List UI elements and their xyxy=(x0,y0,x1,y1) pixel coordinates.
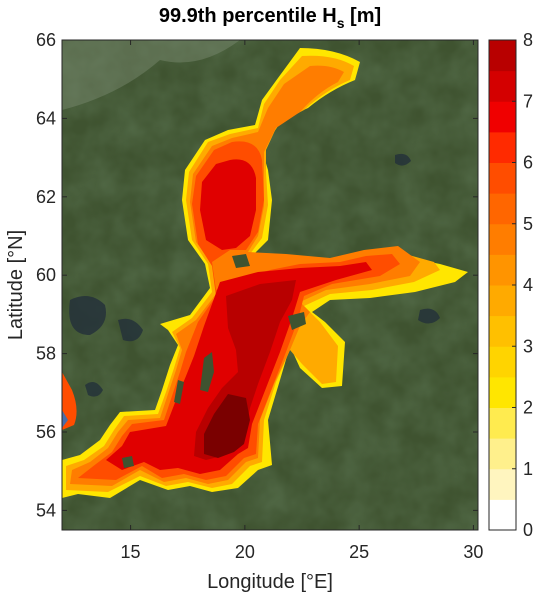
colorbar-segment xyxy=(489,40,516,72)
chart-title: 99.9th percentile Hs [m] xyxy=(159,5,381,31)
x-axis-ticks: 15 20 25 30 xyxy=(121,40,483,562)
colorbar-tick-label: 0 xyxy=(523,520,533,540)
y-tick-label: 58 xyxy=(36,344,56,364)
colorbar xyxy=(489,40,516,531)
plot-frame xyxy=(61,39,479,531)
colorbar-tick-label: 3 xyxy=(523,336,533,356)
colorbar-segment xyxy=(489,193,516,225)
colorbar-segment xyxy=(489,285,516,317)
colorbar-ticks: 0 1 2 3 4 5 6 7 8 xyxy=(512,30,533,540)
x-tick-label: 30 xyxy=(463,542,483,562)
lakes xyxy=(69,153,440,397)
colorbar-segment xyxy=(489,162,516,194)
x-tick-label: 15 xyxy=(121,542,141,562)
colorbar-segment xyxy=(489,376,516,408)
colorbar-segment xyxy=(489,468,516,500)
north-sea-edge xyxy=(62,410,68,428)
y-tick-label: 64 xyxy=(36,108,56,128)
colorbar-segment xyxy=(489,346,516,378)
colorbar-segment xyxy=(489,407,516,439)
colorbar-segment xyxy=(489,131,516,163)
colorbar-tick-label: 5 xyxy=(523,214,533,234)
colorbar-tick-label: 4 xyxy=(523,275,533,295)
y-tick-label: 66 xyxy=(36,30,56,50)
contour-level-8 xyxy=(204,394,250,458)
kattegat-water xyxy=(62,372,77,430)
colorbar-tick-label: 7 xyxy=(523,91,533,111)
gotland xyxy=(200,352,214,392)
x-axis-label: Longitude [°E] xyxy=(207,571,333,593)
mountains-shading xyxy=(62,40,240,110)
aland xyxy=(232,254,250,268)
y-tick-label: 60 xyxy=(36,265,56,285)
oland xyxy=(174,380,184,404)
y-tick-label: 62 xyxy=(36,187,56,207)
colorbar-segment xyxy=(489,70,516,102)
colorbar-segment xyxy=(489,101,516,133)
colorbar-segment xyxy=(489,499,516,531)
colorbar-tick-label: 6 xyxy=(523,153,533,173)
colorbar-tick-label: 8 xyxy=(523,30,533,50)
colorbar-tick-label: 1 xyxy=(523,459,533,479)
colorbar-segment xyxy=(489,315,516,347)
x-tick-label: 25 xyxy=(349,542,369,562)
saaremaa xyxy=(288,312,306,330)
bornholm xyxy=(122,456,134,468)
y-tick-label: 56 xyxy=(36,422,56,442)
plot-area xyxy=(62,40,478,530)
islands xyxy=(122,254,306,468)
colorbar-tick-label: 2 xyxy=(523,398,533,418)
colorbar-segment xyxy=(489,223,516,255)
sea-contours xyxy=(62,48,468,498)
colorbar-segment xyxy=(489,254,516,286)
colorbar-segment xyxy=(489,438,516,470)
x-tick-label: 20 xyxy=(235,542,255,562)
y-axis-label: Latitude [°N] xyxy=(5,230,27,340)
y-axis-ticks: 54 56 58 60 62 64 66 xyxy=(36,30,478,520)
y-tick-label: 54 xyxy=(36,500,56,520)
